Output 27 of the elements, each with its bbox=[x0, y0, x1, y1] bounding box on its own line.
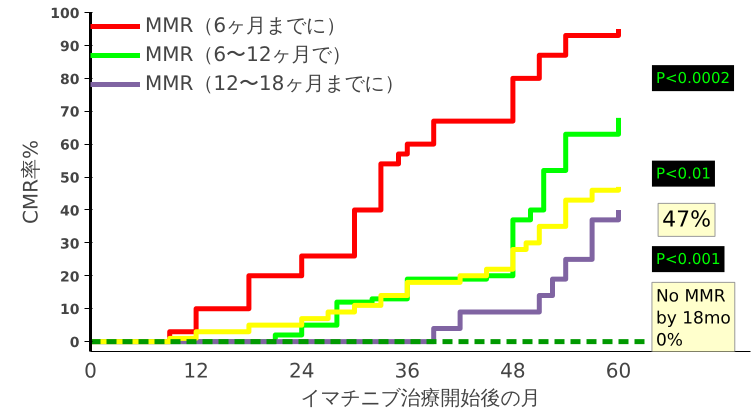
x-tick-label: 12 bbox=[183, 358, 209, 382]
annotation: P<0.01 bbox=[656, 164, 711, 183]
y-tick-label: 80 bbox=[60, 72, 80, 88]
legend-label: MMR（6ヶ月までに） bbox=[145, 12, 346, 39]
x-tick-label: 36 bbox=[394, 358, 420, 382]
x-tick-label: 24 bbox=[288, 358, 314, 382]
legend-label: MMR（12〜18ヶ月までに） bbox=[145, 70, 404, 97]
annotation: P<0.001 bbox=[656, 250, 721, 268]
y-tick-label: 90 bbox=[60, 38, 80, 55]
y-tick-label: 60 bbox=[60, 138, 80, 154]
y-tick-label: 20 bbox=[60, 269, 80, 286]
y-tick-label: 40 bbox=[60, 203, 80, 220]
annotation: P<0.0002 bbox=[656, 69, 730, 88]
x-tick-label: 48 bbox=[500, 358, 526, 382]
y-tick-label: 50 bbox=[60, 170, 80, 187]
x-axis-title: イマチニブ治療開始後の月 bbox=[300, 386, 540, 410]
x-tick-label: 0 bbox=[84, 358, 97, 382]
x-tick-label: 60 bbox=[606, 358, 632, 382]
legend-label: MMR（6〜12ヶ月で） bbox=[145, 41, 352, 68]
y-tick-label: 0 bbox=[70, 335, 80, 352]
y-axis-title: CMR率% bbox=[18, 140, 42, 224]
y-tick-label: 10 bbox=[60, 302, 80, 318]
annotation: 47% bbox=[662, 207, 712, 232]
y-tick-label: 70 bbox=[60, 104, 80, 121]
annotation: No MMR by 18mo 0% bbox=[656, 286, 731, 350]
y-tick-label: 100 bbox=[50, 6, 80, 22]
y-tick-label: 30 bbox=[60, 236, 80, 252]
